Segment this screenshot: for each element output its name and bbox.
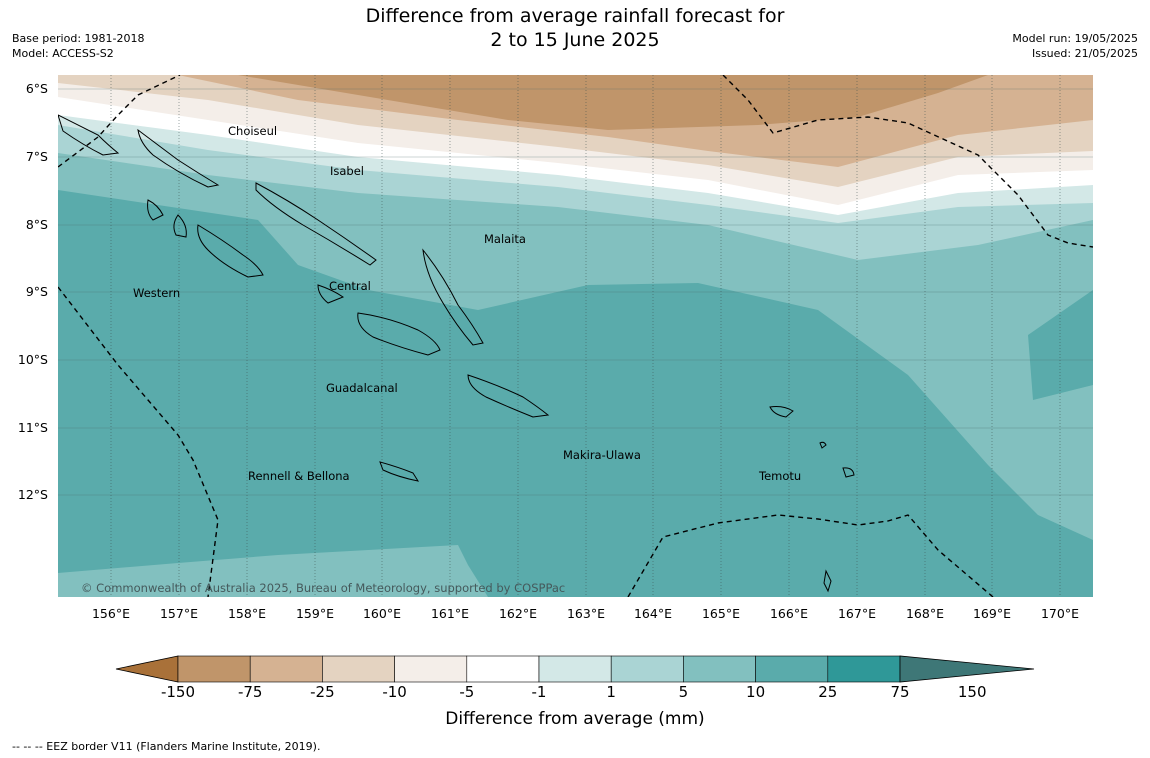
lon-label-157e: 157°E [159,606,198,621]
colorbar-cells [115,655,1035,683]
place-guadalcanal: Guadalcanal [326,381,398,395]
title-line-2: 2 to 15 June 2025 [490,29,660,51]
issued-date: Issued: 21/05/2025 [1031,47,1138,60]
colorbar-tick-label: 1 [606,683,616,701]
place-temotu: Temotu [759,469,802,483]
colorbar-cell [683,655,756,683]
band-10-25-south [58,545,488,597]
lat-gridlines [58,88,1093,496]
new-georgia-outline [197,224,264,278]
lon-label-164e: 164°E [633,606,672,621]
base-period: Base period: 1981-2018 [12,32,145,45]
lon-label-165e: 165°E [701,606,740,621]
eez-footnote: -- -- -- EEZ border V11 (Flanders Marine… [12,740,321,753]
copyright-notice: © Commonwealth of Australia 2025, Bureau… [81,581,566,595]
anuta-outline [823,569,832,593]
model-run: Model run: 19/05/2025 [1012,32,1138,45]
colorbar-tick-label: -1 [531,683,547,701]
place-western: Western [133,286,181,300]
place-makira-ulawa: Makira-Ulawa [563,448,641,462]
colorbar-extend-high [899,655,1035,683]
colorbar-tick-label: 75 [890,683,910,701]
lon-label-156e: 156°E [91,606,130,621]
eez-borders [58,75,1093,597]
colorbar-tick-label: -25 [310,683,335,701]
colorbar-tick-label: 25 [818,683,838,701]
bougainville-outline [58,114,120,156]
colorbar-cell [322,655,395,683]
lat-label-12s: 12°S [17,487,48,502]
colorbar-tick-label: 150 [957,683,987,701]
colorbar-cell [249,655,323,683]
lat-label-8s: 8°S [25,217,48,232]
lat-label-11s: 11°S [17,420,48,435]
islands [58,114,855,593]
place-choiseul: Choiseul [228,124,278,138]
model-name: Model: ACCESS-S2 [12,47,114,60]
lon-label-163e: 163°E [566,606,605,621]
lon-label-166e: 166°E [769,606,808,621]
lat-label-6s: 6°S [25,81,48,96]
lon-label-170e: 170°E [1040,606,1079,621]
lon-label-167e: 167°E [837,606,876,621]
map-title: Difference from average rainfall forecas… [0,4,1150,52]
colorbar-tick-label: 5 [678,683,689,701]
lon-label-161e: 161°E [430,606,469,621]
lon-label-158e: 158°E [227,606,266,621]
map-svg [58,75,1093,597]
colorbar-tick-label: -150 [160,683,196,701]
lon-label-159e: 159°E [295,606,334,621]
colorbar-cell [394,655,468,683]
place-central: Central [329,279,371,293]
santa-cruz-outline [769,406,794,418]
lat-label-10s: 10°S [17,352,48,367]
malaita-outline [422,248,484,346]
metadata-left: Base period: 1981-2018 Model: ACCESS-S2 [12,31,144,61]
utupua-outline [819,441,827,449]
isabel-outline [255,182,377,266]
vella-lavella-outline [147,199,164,221]
colorbar-tick-label: -75 [237,683,263,701]
colorbar-cell [538,655,612,683]
colorbar-cell [177,655,251,683]
colorbar-title: Difference from average (mm) [445,709,705,729]
makira-outline [467,374,550,418]
lon-label-168e: 168°E [905,606,944,621]
choiseul-outline [137,128,220,188]
title-line-1: Difference from average rainfall forecas… [365,5,785,27]
colorbar-tick-label: 10 [746,683,766,701]
colorbar-cell [610,655,684,683]
colorbar-cell [755,655,829,683]
russell-outline [317,284,345,304]
colorbar [115,655,1035,683]
lon-label-162e: 162°E [498,606,537,621]
colorbar-tick-label: -5 [459,683,475,701]
place-isabel: Isabel [330,164,365,178]
kolombangara-outline [173,214,187,238]
lat-label-7s: 7°S [25,149,48,164]
lon-gridlines [110,75,1061,597]
vanikoro-outline [842,467,855,478]
colorbar-tick-label: -10 [382,683,407,701]
place-rennell-bellona: Rennell & Bellona [248,469,350,483]
lon-label-160e: 160°E [362,606,401,621]
rennell-outline [379,461,420,482]
metadata-right: Model run: 19/05/2025 Issued: 21/05/2025 [1012,31,1138,61]
guadalcanal-outline [357,312,441,356]
lon-label-169e: 169°E [972,606,1011,621]
place-malaita: Malaita [484,232,526,246]
rainfall-map: Choiseul Isabel Malaita Western Central … [58,75,1093,597]
colorbar-cell [466,655,540,683]
colorbar-cell [827,655,901,683]
colorbar-extend-low [115,655,179,683]
lat-label-9s: 9°S [25,284,48,299]
